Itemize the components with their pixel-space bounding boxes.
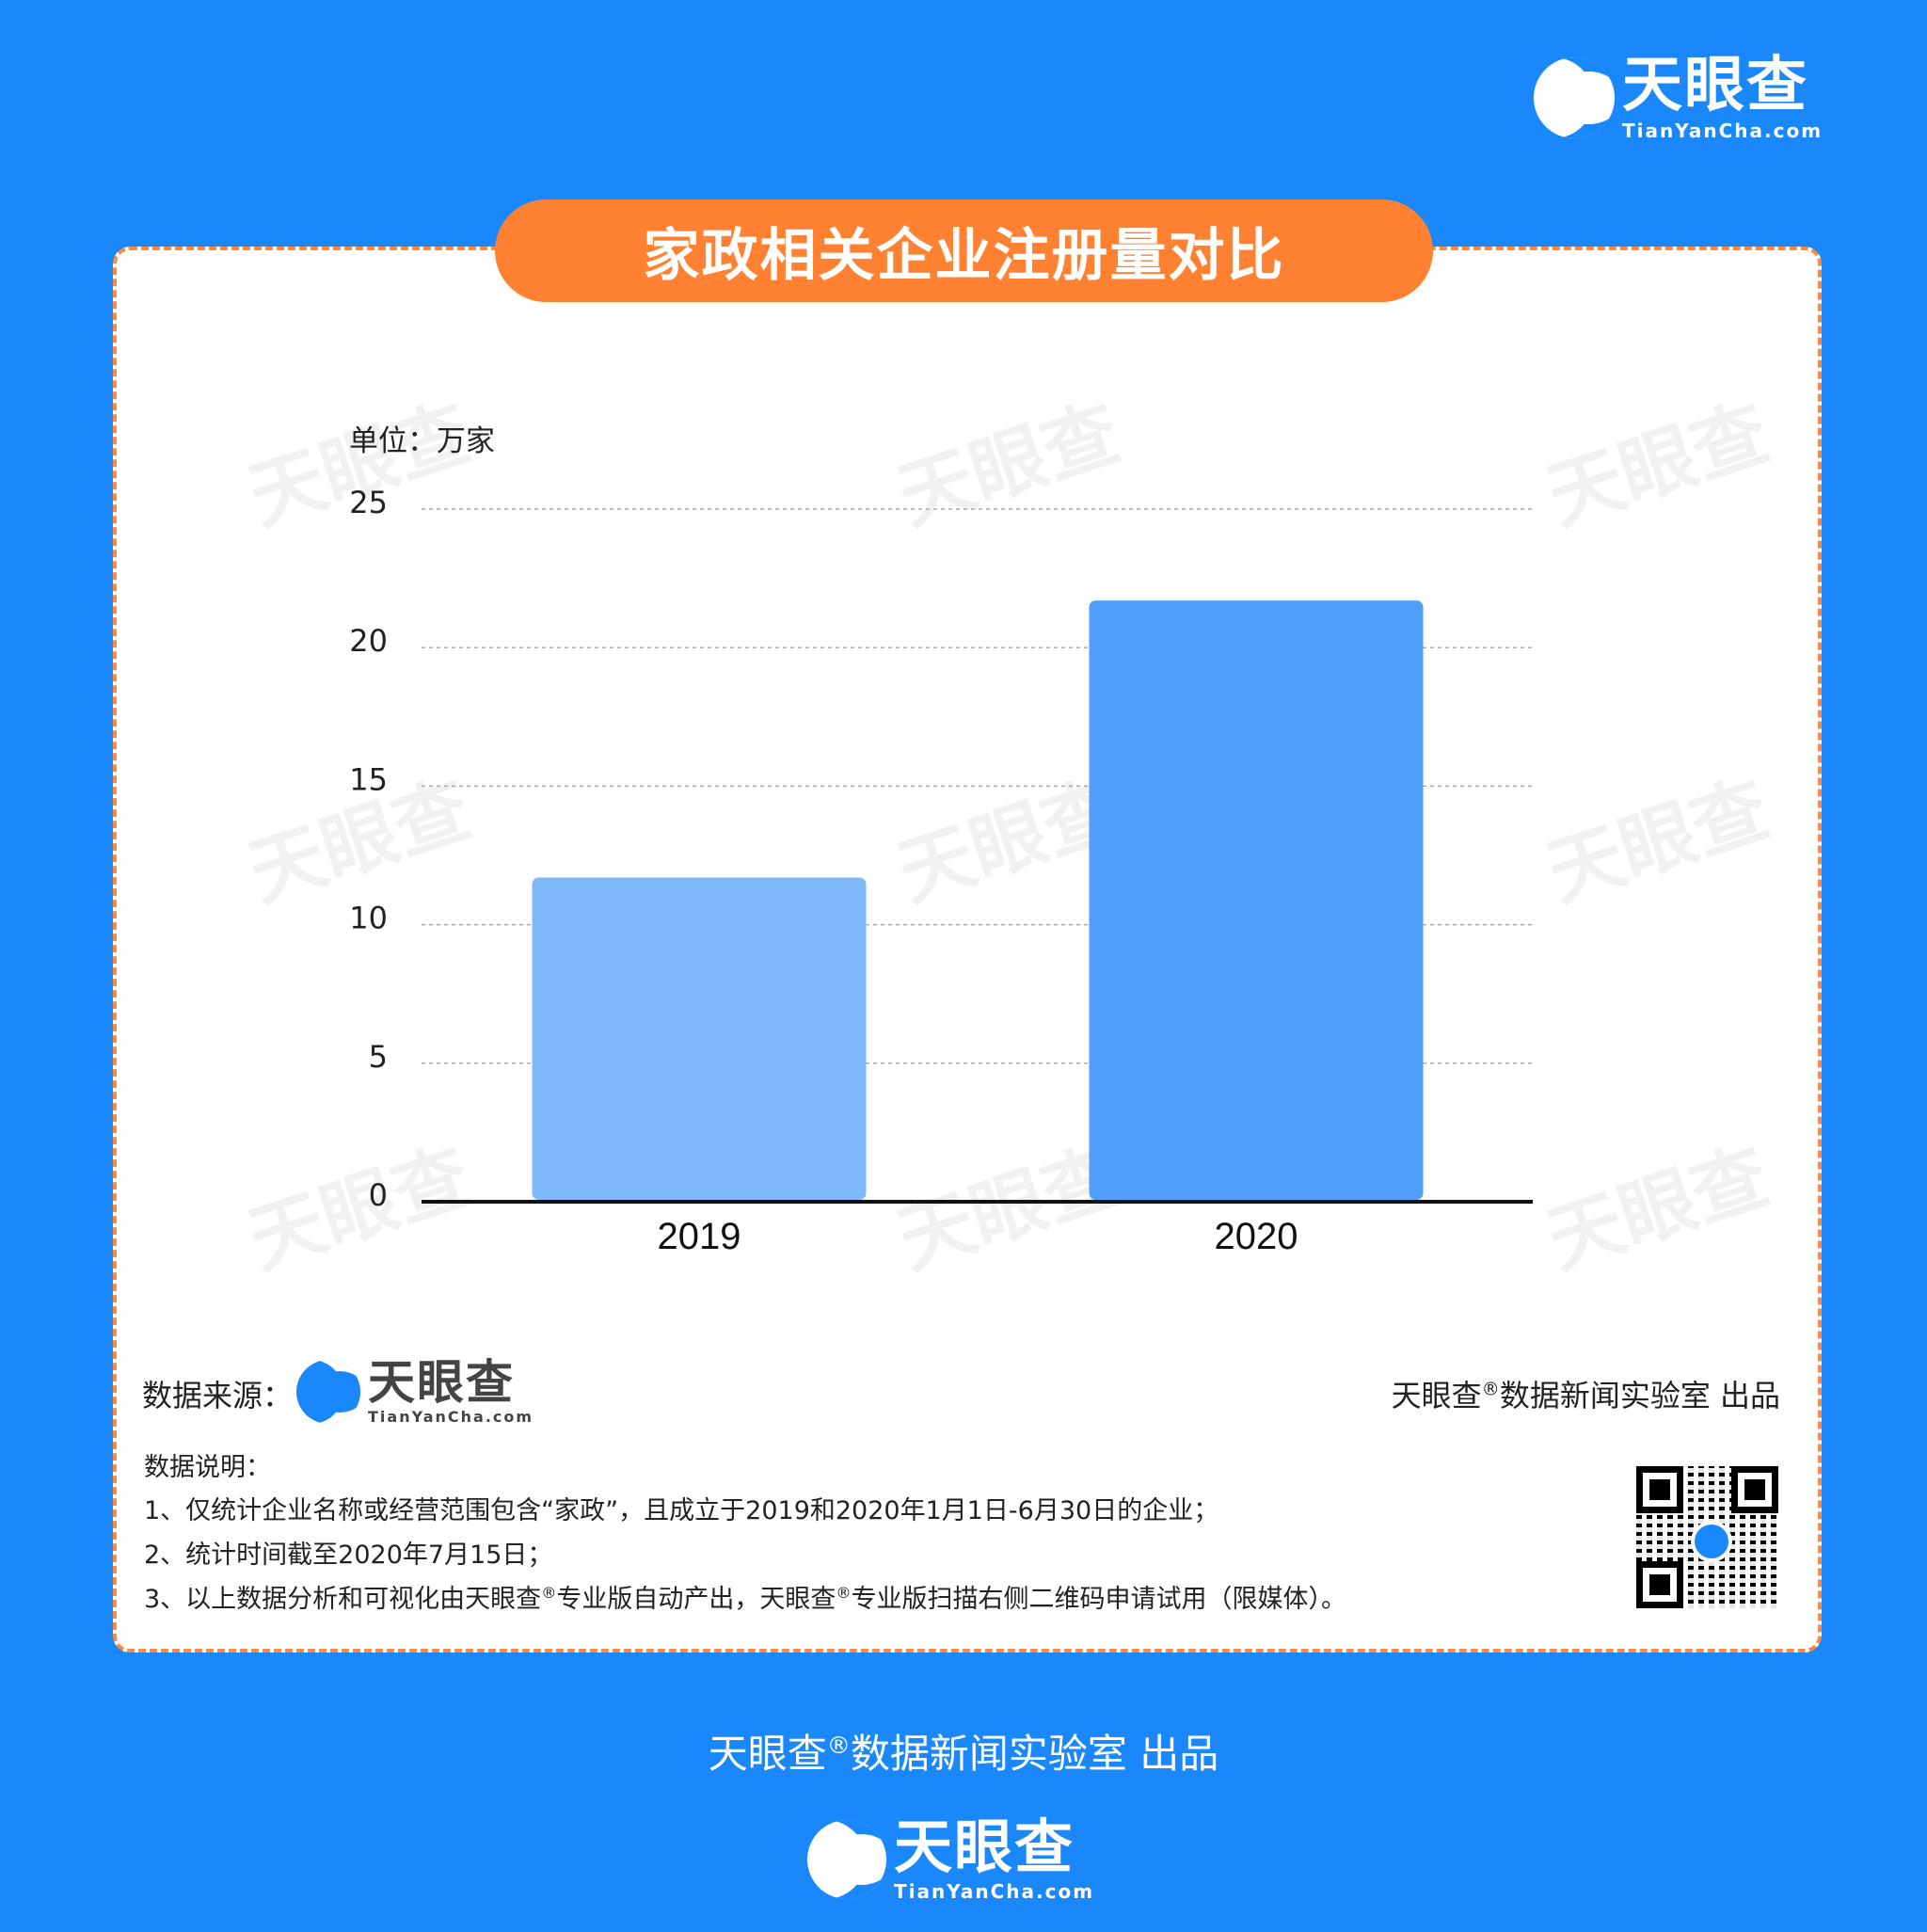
logo-text-cn: 天眼查 bbox=[368, 1355, 515, 1410]
note-2: 2、统计时间截至2020年7月15日； bbox=[144, 1541, 553, 1570]
logo-text-en: TianYanCha.com bbox=[894, 1880, 1095, 1903]
tianyancha-swirl-icon bbox=[296, 1360, 360, 1424]
note-3-part-c: 专业版扫描右侧二维码申请试用（限媒体）。 bbox=[851, 1585, 1347, 1614]
credit-rest: 数据新闻实验室 出品 bbox=[850, 1731, 1219, 1777]
brand-logo-top: 天眼查 TianYanCha.com bbox=[1534, 56, 1823, 140]
logo-text-cn: 天眼查 bbox=[1622, 51, 1808, 120]
qr-finder bbox=[1636, 1561, 1683, 1608]
note-1: 1、仅统计企业名称或经营范围包含“家政”，且成立于2019和2020年1月1日-… bbox=[144, 1496, 1219, 1525]
credit-rest: 数据新闻实验室 出品 bbox=[1499, 1378, 1780, 1413]
registered-mark: ® bbox=[1481, 1378, 1500, 1400]
note-3: 3、以上数据分析和可视化由天眼查®专业版自动产出，天眼查®专业版扫描右侧二维码申… bbox=[144, 1578, 1346, 1615]
registered-mark: ® bbox=[826, 1732, 851, 1759]
bar-2019 bbox=[532, 877, 867, 1200]
qr-finder bbox=[1731, 1466, 1778, 1513]
y-tick-label: 25 bbox=[349, 485, 388, 520]
y-tick-label: 20 bbox=[349, 623, 388, 659]
note-3-part-b: 专业版自动产出，天眼查 bbox=[556, 1585, 836, 1614]
logo-text-cn: 天眼查 bbox=[894, 1812, 1075, 1881]
y-tick-label: 0 bbox=[369, 1177, 388, 1213]
notes-title: 数据说明： bbox=[144, 1453, 271, 1482]
credit-line: 天眼查®数据新闻实验室 出品 bbox=[1392, 1372, 1780, 1415]
qr-logo-icon bbox=[1691, 1521, 1732, 1562]
qr-finder bbox=[1636, 1466, 1683, 1513]
chart-title: 家政相关企业注册量对比 bbox=[495, 200, 1433, 302]
bottom-credit: 天眼查®数据新闻实验室 出品 bbox=[0, 1722, 1927, 1780]
unit-label: 单位：万家 bbox=[349, 424, 495, 458]
y-tick-label: 10 bbox=[349, 901, 388, 936]
x-tick-label: 2020 bbox=[1215, 1216, 1298, 1257]
tianyancha-swirl-icon bbox=[1534, 57, 1615, 138]
logo-text-en: TianYanCha.com bbox=[1622, 120, 1823, 142]
registered-mark: ® bbox=[541, 1584, 557, 1602]
source-label: 数据来源： bbox=[142, 1378, 294, 1413]
x-tick-label: 2019 bbox=[658, 1216, 741, 1257]
y-tick-label: 15 bbox=[349, 761, 388, 797]
bar-2020 bbox=[1089, 600, 1424, 1200]
brand-logo-bottom: 天眼查 TianYanCha.com bbox=[807, 1818, 1094, 1901]
y-tick-label: 5 bbox=[369, 1039, 388, 1075]
credit-brand: 天眼查 bbox=[708, 1731, 827, 1777]
logo-text-en: TianYanCha.com bbox=[368, 1408, 534, 1426]
chart-card bbox=[113, 247, 1822, 1653]
source-logo: 天眼查 TianYanCha.com bbox=[296, 1359, 534, 1425]
registered-mark: ® bbox=[836, 1584, 852, 1602]
tianyancha-swirl-icon bbox=[807, 1820, 886, 1899]
note-3-part-a: 3、以上数据分析和可视化由天眼查 bbox=[144, 1585, 542, 1614]
credit-brand: 天眼查 bbox=[1391, 1378, 1482, 1413]
qr-code bbox=[1636, 1466, 1778, 1608]
